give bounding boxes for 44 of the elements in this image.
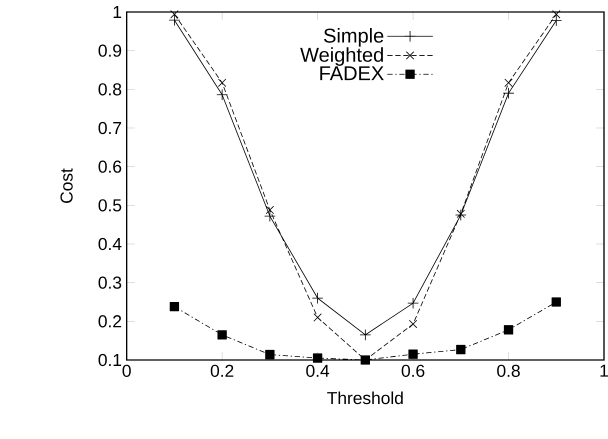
point [455,209,467,221]
point [456,345,466,354]
point [218,78,226,88]
point [504,78,513,88]
point [407,298,419,310]
point [312,354,322,363]
y-tick-label: 0.7 [98,122,122,134]
y-tick-label: 0.2 [98,315,122,328]
point [456,210,465,218]
x-tick-label: 0.4 [306,364,330,378]
x-tick-label: 0.2 [210,364,234,378]
point [550,14,562,26]
point [264,210,276,222]
y-tick-label: 0.3 [98,276,122,289]
y-tick-label: 0.9 [98,44,122,57]
point [265,350,275,360]
x-tick-label: 0.8 [497,364,520,378]
point [360,329,372,341]
legend-label: Simple [324,28,384,47]
point [552,10,560,19]
point [502,88,514,100]
point [552,298,561,307]
y-tick-label: 0.1 [98,354,122,366]
point [170,302,180,312]
y-tick-label: 0.8 [98,83,122,96]
y-tick-label: 0.5 [98,199,122,212]
point [408,320,418,328]
x-tick-label: 0 [122,364,131,378]
legend-label: FADEX [320,66,384,80]
y-axis-title: Cost [60,168,73,204]
y-tick-label: 0.4 [98,238,122,250]
point [266,206,274,214]
legend-label: Weighted [300,47,383,66]
x-axis-title: Threshold [327,392,403,404]
point [216,89,228,101]
y-tick-label: 0.6 [98,160,122,173]
point [313,313,322,322]
point [408,350,418,360]
point [217,330,227,340]
y-tick-label: 1 [114,6,122,18]
x-tick-label: 1 [600,364,608,377]
point [504,325,514,335]
x-tick-label: 0.6 [402,364,424,378]
point [312,292,324,304]
